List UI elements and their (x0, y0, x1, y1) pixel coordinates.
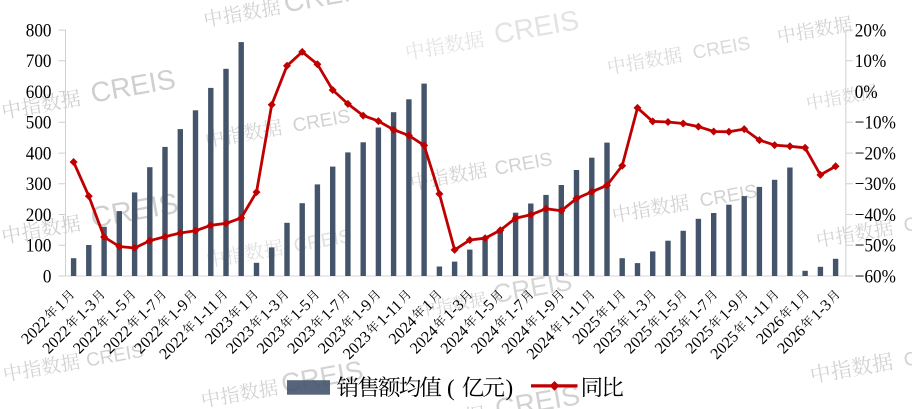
svg-text:0%: 0% (855, 81, 878, 102)
svg-text:20%: 20% (855, 20, 886, 41)
svg-text:−10%: −10% (855, 112, 896, 133)
svg-text:(: ( (447, 375, 455, 400)
svg-text:700: 700 (26, 50, 52, 71)
svg-text:CREIS: CREIS (902, 341, 912, 372)
svg-text:0: 0 (43, 265, 52, 286)
svg-text:−60%: −60% (855, 265, 896, 286)
svg-text:400: 400 (26, 143, 52, 164)
svg-text:500: 500 (26, 112, 52, 133)
svg-text:−50%: −50% (855, 235, 896, 256)
svg-text:−20%: −20% (855, 143, 896, 164)
svg-text:): ) (506, 375, 514, 400)
svg-text:200: 200 (26, 204, 52, 225)
svg-text:600: 600 (26, 81, 52, 102)
svg-text:−30%: −30% (855, 173, 896, 194)
svg-text:10%: 10% (855, 50, 886, 71)
svg-text:−40%: −40% (855, 204, 896, 225)
svg-text:100: 100 (26, 235, 52, 256)
svg-text:300: 300 (26, 173, 52, 194)
svg-text:CREIS: CREIS (902, 206, 912, 237)
svg-text:800: 800 (26, 20, 52, 41)
